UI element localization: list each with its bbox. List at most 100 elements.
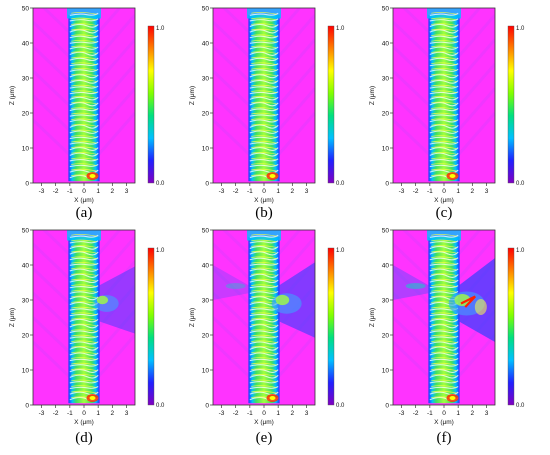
x-tick-label: 3: [305, 188, 309, 195]
x-tick-label: 1: [456, 410, 460, 417]
panel-caption: (c): [435, 205, 453, 221]
colorbar-max-label: 1.0: [516, 26, 525, 32]
z-tick-label: 50: [202, 227, 210, 234]
z-axis-label: Z (μm): [9, 308, 16, 327]
z-tick-label: 10: [382, 145, 390, 152]
z-tick-label: 0: [385, 180, 389, 187]
x-tick-label: 2: [111, 188, 115, 195]
x-tick-label: 2: [291, 410, 295, 417]
colorbar-min-label: 0.0: [336, 403, 345, 409]
colorbar: [147, 25, 155, 184]
x-axis-label: X (μm): [74, 197, 94, 204]
z-axis-label: Z (μm): [369, 308, 376, 327]
scattering-region: [94, 266, 135, 334]
colorbar: [147, 247, 155, 406]
x-tick-label: -2: [413, 410, 419, 417]
x-tick-label: 1: [96, 410, 100, 417]
colorbar: [507, 25, 515, 184]
x-axis-label: X (μm): [434, 419, 454, 426]
colorbar: [507, 247, 515, 406]
x-tick-label: -3: [399, 410, 405, 417]
colorbar-min-label: 0.0: [156, 181, 165, 187]
z-tick-label: 50: [22, 5, 30, 12]
z-tick-label: 50: [382, 227, 390, 234]
colorbar: [327, 247, 335, 406]
x-tick-label: -1: [247, 410, 253, 417]
x-axis-label: X (μm): [434, 197, 454, 204]
z-tick-label: 0: [25, 402, 29, 409]
z-tick-label: 20: [202, 110, 210, 117]
panel-f: -3 -2 -1 0 1 2 3 X (μm) 0 10 20 30 40 50 Z (μm) 1.0 0.0: [365, 222, 545, 447]
x-tick-label: 0: [262, 188, 266, 195]
z-tick-label: 30: [382, 297, 390, 304]
x-tick-label: -1: [67, 410, 73, 417]
scattering-region: [393, 258, 495, 342]
x-tick-label: 1: [276, 188, 280, 195]
x-axis-label: X (μm): [254, 197, 274, 204]
x-tick-label: 0: [442, 188, 446, 195]
panel-caption: (e): [255, 430, 273, 446]
z-tick-label: 40: [202, 262, 210, 269]
panel-caption: (d): [75, 430, 93, 446]
x-tick-label: -3: [399, 188, 405, 195]
colorbar-max-label: 1.0: [156, 26, 165, 32]
x-tick-label: 2: [471, 410, 475, 417]
z-tick-label: 40: [22, 262, 30, 269]
panel-c: -3 -2 -1 0 1 2 3 X (μm) 0 10 20 30 40 50 Z (μm) 1.0 0.0: [365, 0, 545, 225]
x-tick-label: -2: [53, 410, 59, 417]
x-tick-label: 3: [125, 188, 129, 195]
panel-a: -3 -2 -1 0 1 2 3 X (μm) 0 10 20 30 40 50 Z (μm) 1.0 0.0: [5, 0, 185, 225]
colorbar-max-label: 1.0: [336, 248, 345, 254]
x-tick-label: -3: [39, 188, 45, 195]
z-tick-label: 0: [25, 180, 29, 187]
x-tick-label: -3: [39, 410, 45, 417]
z-tick-label: 50: [382, 5, 390, 12]
scattering-region: [213, 262, 315, 338]
z-tick-label: 20: [382, 332, 390, 339]
z-tick-label: 30: [22, 297, 30, 304]
colorbar-max-label: 1.0: [516, 248, 525, 254]
x-axis-label: X (μm): [254, 419, 274, 426]
field-map: -3 -2 -1 0 1 2 3 X (μm) 0 10 20 30 40 50 Z (μm) 1.0 0.0: [9, 5, 165, 204]
z-axis-label: Z (μm): [189, 308, 196, 327]
z-tick-label: 10: [202, 367, 210, 374]
x-tick-label: 2: [471, 188, 475, 195]
x-tick-label: 3: [125, 410, 129, 417]
z-tick-label: 10: [382, 367, 390, 374]
x-tick-label: -1: [247, 188, 253, 195]
colorbar-min-label: 0.0: [336, 181, 345, 187]
x-tick-label: 1: [276, 410, 280, 417]
panel-b: -3 -2 -1 0 1 2 3 X (μm) 0 10 20 30 40 50 Z (μm) 1.0 0.0: [185, 0, 365, 225]
x-tick-label: -2: [53, 188, 59, 195]
z-tick-label: 0: [205, 180, 209, 187]
field-map: -3 -2 -1 0 1 2 3 X (μm) 0 10 20 30 40 50 Z (μm) 1.0 0.0: [189, 5, 345, 204]
field-map: -3 -2 -1 0 1 2 3 X (μm) 0 10 20 30 40 50 Z (μm) 1.0 0.0: [189, 227, 345, 426]
x-tick-label: 0: [82, 410, 86, 417]
z-tick-label: 20: [382, 110, 390, 117]
colorbar-max-label: 1.0: [336, 26, 345, 32]
x-tick-label: 3: [485, 410, 489, 417]
colorbar-min-label: 0.0: [516, 181, 525, 187]
x-tick-label: 3: [485, 188, 489, 195]
panel-d: -3 -2 -1 0 1 2 3 X (μm) 0 10 20 30 40 50 Z (μm) 1.0 0.0: [5, 222, 185, 447]
x-tick-label: -3: [219, 188, 225, 195]
colorbar-min-label: 0.0: [156, 403, 165, 409]
colorbar: [327, 25, 335, 184]
z-tick-label: 0: [205, 402, 209, 409]
z-axis-label: Z (μm): [9, 86, 16, 105]
x-tick-label: -1: [427, 188, 433, 195]
x-tick-label: 3: [305, 410, 309, 417]
z-tick-label: 0: [385, 402, 389, 409]
z-tick-label: 40: [382, 262, 390, 269]
x-tick-label: -1: [427, 410, 433, 417]
z-tick-label: 10: [202, 145, 210, 152]
panel-caption: (f): [436, 430, 452, 446]
x-tick-label: 2: [291, 188, 295, 195]
x-tick-label: 0: [82, 188, 86, 195]
z-axis-label: Z (μm): [369, 86, 376, 105]
z-tick-label: 30: [382, 75, 390, 82]
panel-caption: (b): [255, 205, 273, 221]
z-tick-label: 30: [22, 75, 30, 82]
z-tick-label: 40: [202, 40, 210, 47]
x-tick-label: -3: [219, 410, 225, 417]
